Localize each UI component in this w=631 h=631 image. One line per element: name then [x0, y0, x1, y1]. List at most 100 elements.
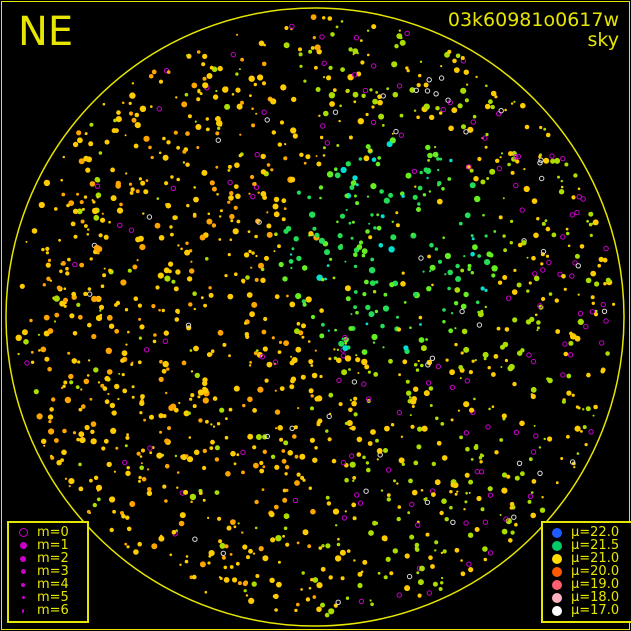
- star-marker: [368, 148, 373, 153]
- star-marker: [378, 243, 384, 248]
- star-marker: [364, 279, 369, 285]
- star-marker: [101, 212, 104, 215]
- star-marker: [158, 79, 164, 84]
- star-marker: [573, 173, 578, 178]
- star-marker: [413, 460, 419, 466]
- star-marker: [179, 563, 182, 566]
- star-marker: [385, 556, 391, 562]
- star-marker: [384, 425, 390, 432]
- star-marker: [514, 522, 518, 527]
- star-marker: [115, 446, 119, 450]
- star-marker: [169, 225, 173, 229]
- star-marker: [47, 414, 54, 420]
- star-marker: [429, 242, 434, 248]
- star-marker: [136, 259, 139, 262]
- star-marker: [472, 244, 478, 251]
- star-marker: [308, 486, 312, 490]
- star-marker: [376, 448, 383, 454]
- star-marker: [372, 290, 377, 294]
- star-marker: [189, 397, 193, 401]
- star-marker: [290, 127, 297, 134]
- star-marker: [340, 67, 345, 72]
- star-marker: [193, 449, 200, 456]
- star-marker: [176, 145, 181, 150]
- star-marker: [170, 232, 174, 237]
- star-marker: [72, 331, 78, 336]
- star-marker: [585, 277, 592, 284]
- star-marker: [208, 554, 212, 558]
- star-marker: [107, 392, 110, 396]
- star-marker: [186, 276, 193, 282]
- star-marker: [291, 247, 295, 251]
- star-marker: [257, 386, 264, 393]
- star-marker: [435, 106, 440, 111]
- star-marker: [59, 300, 66, 307]
- star-marker: [530, 393, 536, 400]
- star-marker: [310, 14, 317, 20]
- star-marker: [49, 407, 54, 412]
- star-marker: [484, 288, 488, 292]
- star-marker: [54, 312, 60, 318]
- star-marker: [147, 487, 152, 492]
- star-marker: [547, 436, 553, 442]
- star-marker: [171, 279, 176, 284]
- legend-label: m=5: [37, 590, 69, 605]
- star-marker: [84, 424, 90, 431]
- star-marker: [214, 457, 220, 462]
- star-marker: [127, 330, 130, 334]
- star-marker: [64, 301, 67, 305]
- star-marker: [121, 101, 125, 105]
- star-marker: [154, 222, 161, 229]
- star-marker: [91, 207, 99, 215]
- star-marker: [30, 350, 34, 354]
- star-marker: [157, 272, 164, 279]
- star-marker: [599, 340, 605, 346]
- star-marker: [500, 366, 503, 368]
- star-marker: [259, 354, 266, 360]
- star-marker: [322, 16, 326, 20]
- star-marker: [312, 457, 318, 463]
- star-marker: [161, 368, 167, 374]
- star-marker: [536, 326, 540, 330]
- star-marker: [336, 220, 339, 224]
- star-marker: [410, 232, 417, 239]
- star-marker: [250, 266, 253, 269]
- star-marker: [417, 593, 422, 598]
- star-marker: [330, 32, 335, 37]
- star-marker: [412, 292, 418, 297]
- star-marker: [91, 295, 98, 303]
- star-marker: [484, 103, 491, 110]
- star-marker: [413, 109, 417, 112]
- star-marker: [361, 248, 368, 255]
- star-marker: [482, 546, 488, 552]
- star-marker: [345, 596, 350, 600]
- star-marker: [438, 587, 443, 591]
- star-marker: [314, 65, 318, 70]
- star-marker: [228, 195, 234, 201]
- star-marker: [409, 534, 415, 540]
- star-marker: [251, 107, 254, 110]
- star-marker: [266, 163, 271, 167]
- star-marker: [589, 233, 593, 237]
- star-marker: [149, 414, 154, 420]
- star-marker: [466, 164, 472, 170]
- star-marker: [351, 400, 357, 407]
- star-marker: [76, 192, 80, 196]
- star-marker: [442, 320, 446, 324]
- star-marker: [383, 448, 388, 453]
- star-marker: [294, 328, 300, 335]
- star-marker: [336, 348, 340, 351]
- star-marker: [367, 53, 370, 57]
- star-marker: [93, 214, 100, 221]
- star-marker: [428, 190, 432, 193]
- star-marker: [491, 372, 496, 377]
- star-marker: [264, 433, 270, 440]
- star-marker: [372, 520, 378, 526]
- star-marker: [456, 490, 459, 493]
- star-marker: [193, 345, 199, 352]
- star-marker: [539, 175, 545, 182]
- star-marker: [201, 62, 206, 67]
- star-marker: [366, 467, 371, 473]
- star-marker: [100, 383, 105, 388]
